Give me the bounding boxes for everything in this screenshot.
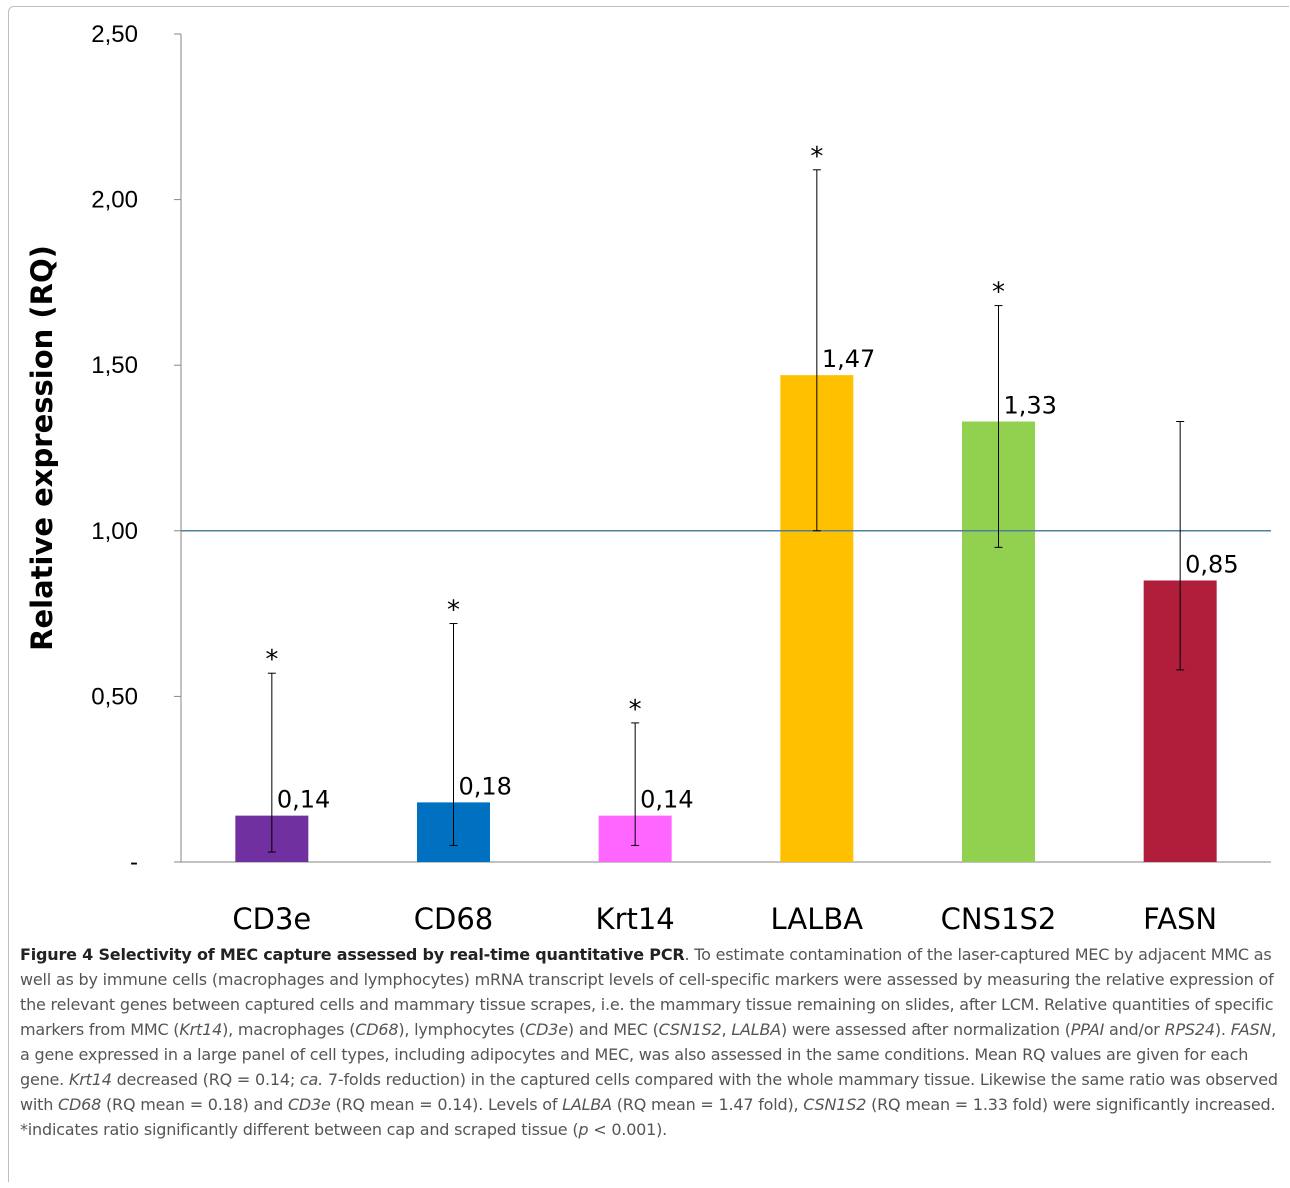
caption-text: . To estimate contamination of the laser… bbox=[20, 945, 1274, 1039]
caption-text: ), lymphocytes ( bbox=[398, 1020, 526, 1039]
value-label: 1,33 bbox=[1004, 392, 1057, 420]
caption-text: (RQ mean = 0.18) and bbox=[101, 1095, 288, 1114]
caption-text: ). bbox=[1214, 1020, 1231, 1039]
significance-marker: * bbox=[992, 278, 1005, 308]
caption-text: 7-folds reduction) in the captured cells… bbox=[20, 1070, 1278, 1114]
category-label: CNS1S2 bbox=[941, 902, 1057, 936]
caption-text: < 0.001). bbox=[588, 1120, 668, 1139]
value-label: 0,14 bbox=[640, 786, 693, 814]
chart-axes: - 0,50 1,00 1,50 2,00 2,50 Relative expression… bbox=[25, 21, 1271, 876]
significance-marker: * bbox=[629, 695, 642, 725]
caption-italic-term: CD3e bbox=[287, 1095, 331, 1114]
caption-italic-term: Krt14 bbox=[68, 1070, 112, 1089]
y-tick-label: 0,50 bbox=[91, 683, 138, 710]
caption-text: decreased (RQ = 0.14; bbox=[111, 1070, 300, 1089]
value-label: 0,14 bbox=[277, 786, 330, 814]
caption-title: Figure 4 Selectivity of MEC capture asse… bbox=[20, 945, 685, 964]
caption-text: ) were assessed after normalization ( bbox=[781, 1020, 1071, 1039]
caption-text: (RQ mean = 0.14). Levels of bbox=[330, 1095, 563, 1114]
figure-caption: Figure 4 Selectivity of MEC capture asse… bbox=[20, 942, 1282, 1142]
significance-marker: * bbox=[265, 645, 278, 675]
y-tick-label: 2,00 bbox=[91, 187, 138, 214]
chart-bars bbox=[181, 375, 1271, 862]
significance-marker: * bbox=[447, 596, 460, 626]
y-tick-label: - bbox=[130, 849, 138, 876]
caption-italic-term: CSN1S2 bbox=[658, 1020, 722, 1039]
caption-text: , bbox=[721, 1020, 732, 1039]
caption-italic-term: LALBA bbox=[731, 1020, 782, 1039]
category-label: FASN bbox=[1143, 902, 1217, 936]
caption-text: ) and MEC ( bbox=[567, 1020, 659, 1039]
caption-italic-term: Krt14 bbox=[179, 1020, 223, 1039]
bar-chart: - 0,50 1,00 1,50 2,00 2,50 Relative expression… bbox=[25, 21, 1271, 936]
significance-marker: * bbox=[810, 142, 823, 172]
y-axis-title: Relative expression (RQ) bbox=[25, 245, 59, 651]
y-tick-label: 2,50 bbox=[91, 21, 138, 48]
value-label: 1,47 bbox=[822, 345, 875, 373]
caption-text: and/or bbox=[1104, 1020, 1165, 1039]
figure-frame bbox=[8, 6, 1289, 1182]
caption-italic-term: FASN bbox=[1230, 1020, 1272, 1039]
caption-italic-term: CD3e bbox=[525, 1020, 568, 1039]
chart-labels: 0,14 * CD3e 0,18 * CD68 0,14 * Krt14 1,47 * LALBA 1,… bbox=[232, 142, 1238, 936]
caption-text: , a gene expressed in a large panel of c… bbox=[20, 1020, 1277, 1089]
y-tick-label: 1,50 bbox=[91, 352, 138, 379]
caption-text: ), macrophages ( bbox=[222, 1020, 356, 1039]
caption-italic-term: ca. bbox=[299, 1070, 323, 1089]
caption-text: (RQ mean = 1.47 fold), bbox=[611, 1095, 804, 1114]
category-label: LALBA bbox=[771, 902, 864, 936]
caption-italic-term: CD68 bbox=[355, 1020, 399, 1039]
caption-italic-term: p bbox=[578, 1120, 589, 1139]
y-tick-label: 1,00 bbox=[91, 518, 138, 545]
caption-italic-term: CSN1S2 bbox=[803, 1095, 867, 1114]
category-label: CD3e bbox=[232, 902, 311, 936]
category-label: Krt14 bbox=[596, 902, 675, 936]
value-label: 0,85 bbox=[1185, 550, 1238, 578]
value-label: 0,18 bbox=[459, 772, 512, 800]
caption-text: (RQ mean = 1.33 fold) were significantly… bbox=[20, 1095, 1276, 1139]
caption-italic-term: LALBA bbox=[562, 1095, 612, 1114]
caption-italic-term: RPS24 bbox=[1164, 1020, 1215, 1039]
caption-body: . To estimate contamination of the laser… bbox=[20, 945, 1278, 1139]
category-label: CD68 bbox=[414, 902, 493, 936]
caption-italic-term: PPAI bbox=[1070, 1020, 1105, 1039]
caption-italic-term: CD68 bbox=[58, 1095, 102, 1114]
